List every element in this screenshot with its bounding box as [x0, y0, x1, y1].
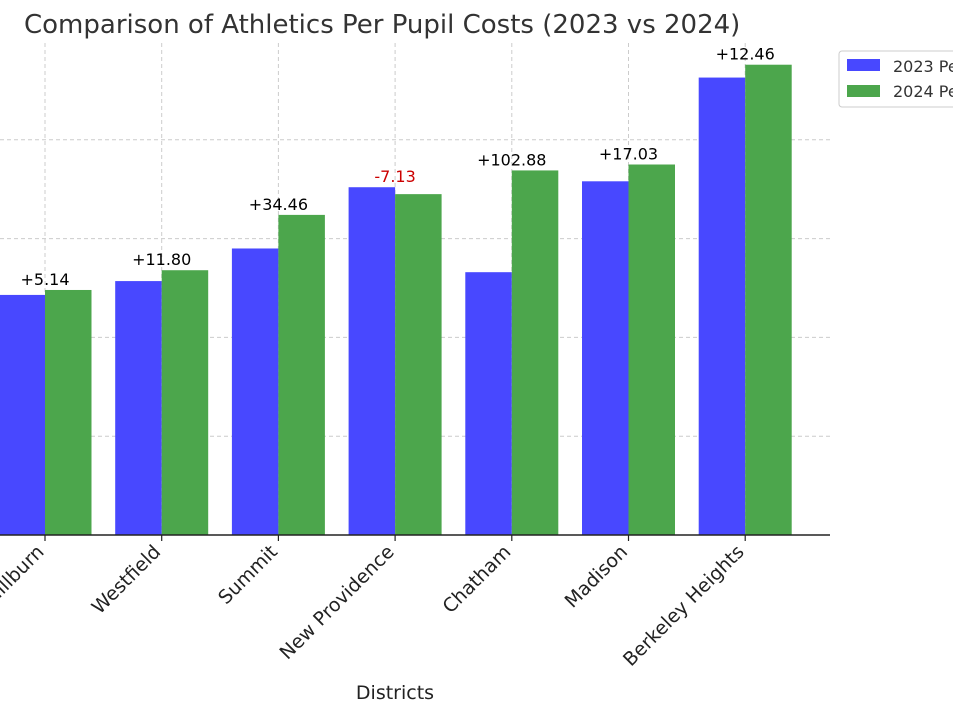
- x-tick-label: Summit: [214, 541, 282, 609]
- bar-2023: [115, 281, 162, 535]
- legend-label-2023: 2023 Per Pupil Cost: [893, 57, 953, 76]
- x-tick-label: New Providence: [276, 541, 399, 664]
- bar-2023: [465, 272, 512, 535]
- difference-label: +102.88: [477, 150, 546, 169]
- legend: 2023 Per Pupil Cost 2024 Per Pupil Cost: [838, 50, 953, 108]
- x-tick-label: Westfield: [88, 541, 166, 619]
- x-axis-title: Districts: [356, 682, 434, 704]
- bar-2023: [698, 77, 746, 535]
- difference-label: -7.13: [374, 167, 415, 186]
- legend-swatch-2024: [847, 85, 880, 97]
- x-tick-label: Madison: [561, 541, 632, 612]
- bar-2023: [348, 187, 396, 535]
- bar-2024: [395, 194, 442, 535]
- bar-2024: [45, 289, 92, 535]
- x-tick-label: Millburn: [0, 541, 49, 610]
- x-tick-label: Chatham: [439, 541, 516, 618]
- data-labels: +5.14 +11.80 +34.46 -7.13 +102.88 +17.03 +12.4…: [20, 45, 774, 289]
- difference-label: +11.80: [132, 250, 191, 269]
- difference-label: +17.03: [599, 145, 658, 164]
- bar-2024: [278, 214, 325, 535]
- bar-2024: [511, 170, 559, 536]
- bar-2024: [745, 64, 792, 535]
- difference-label: +34.46: [249, 195, 308, 214]
- chart-title: Comparison of Athletics Per Pupil Costs …: [24, 10, 740, 40]
- bars: [0, 64, 792, 536]
- bar-2024: [628, 164, 675, 535]
- bar-2023: [582, 181, 629, 535]
- legend-label-2024: 2024 Per Pupil Cost: [893, 82, 953, 101]
- bar-2023: [0, 294, 45, 535]
- difference-label: +12.46: [716, 45, 775, 64]
- difference-label: +5.14: [20, 270, 69, 289]
- bar-2023: [231, 248, 279, 536]
- bar-2024: [161, 270, 209, 535]
- x-tick-label: Berkeley Heights: [619, 541, 749, 671]
- legend-swatch-2023: [847, 59, 880, 71]
